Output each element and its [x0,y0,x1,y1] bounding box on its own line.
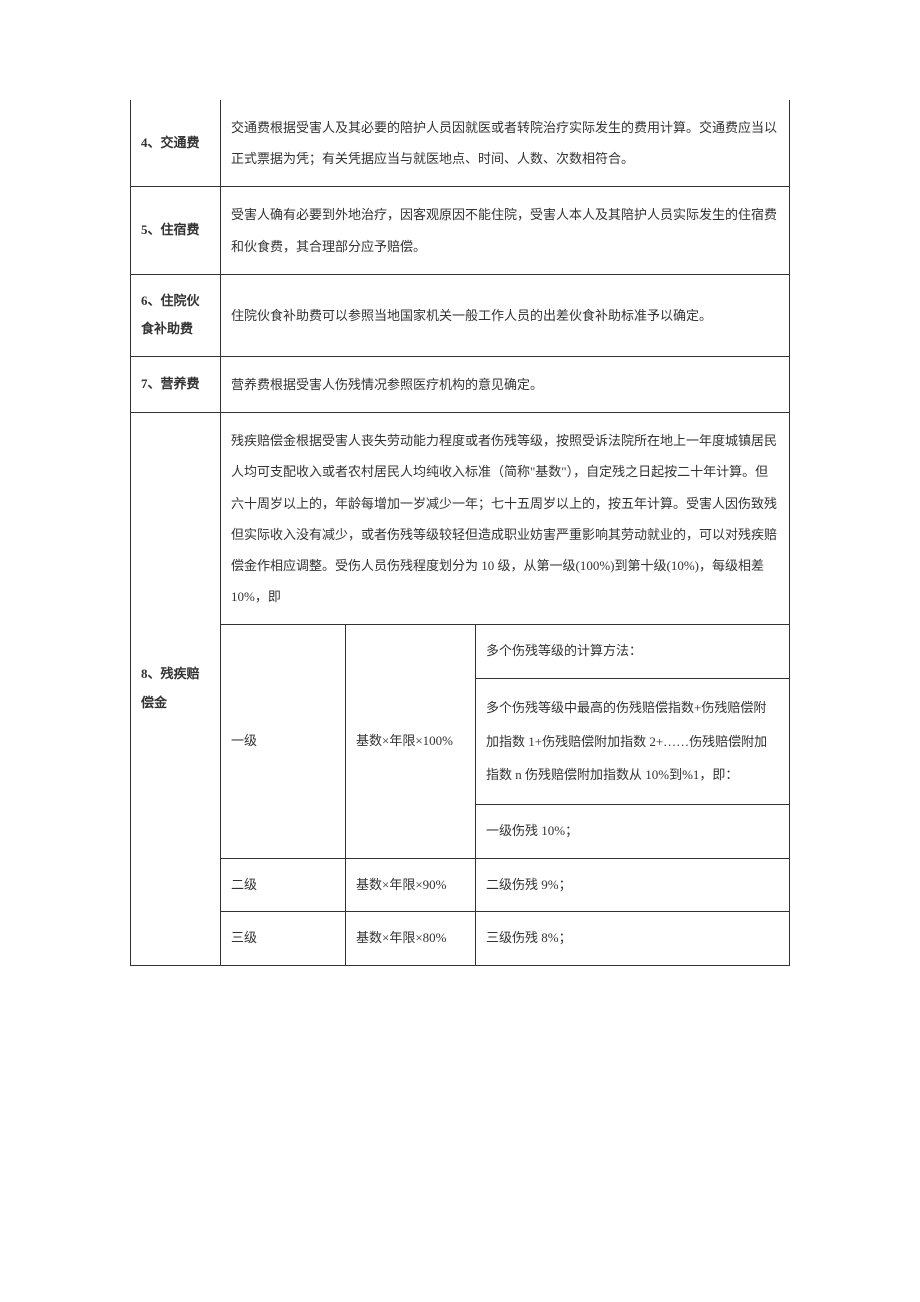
table-row: 8、残疾赔偿金 残疾赔偿金根据受害人丧失劳动能力程度或者伤残等级，按照受诉法院所… [131,413,790,625]
table-row: 三级 基数×年限×80% 三级伤残 8%； [131,912,790,966]
level-formula: 基数×年限×90% [346,858,476,912]
level-label: 一级 [221,625,346,859]
row-desc: 住院伙食补助费可以参照当地国家机关一般工作人员的出差伙食补助标准予以确定。 [221,274,790,356]
table-row: 二级 基数×年限×90% 二级伤残 9%； [131,858,790,912]
multi-method-header: 多个伤残等级的计算方法： [476,625,790,679]
table-row: 一级 基数×年限×100% 多个伤残等级的计算方法： [131,625,790,679]
level-formula: 基数×年限×80% [346,912,476,966]
table-row: 5、住宿费 受害人确有必要到外地治疗，因客观原因不能住院，受害人本人及其陪护人员… [131,187,790,274]
level-formula: 基数×年限×100% [346,625,476,859]
level-index: 二级伤残 9%； [476,858,790,912]
row-label: 7、营养费 [131,356,221,412]
row-desc: 受害人确有必要到外地治疗，因客观原因不能住院，受害人本人及其陪护人员实际发生的住… [221,187,790,274]
multi-method-body: 多个伤残等级中最高的伤残赔偿指数+伤残赔偿附加指数 1+伤残赔偿附加指数 2+…… [476,678,790,804]
row-label: 5、住宿费 [131,187,221,274]
row-desc: 交通费根据受害人及其必要的陪护人员因就医或者转院治疗实际发生的费用计算。交通费应… [221,100,790,187]
row-label: 6、住院伙食补助费 [131,274,221,356]
compensation-table: 4、交通费 交通费根据受害人及其必要的陪护人员因就医或者转院治疗实际发生的费用计… [130,100,790,966]
table-row: 6、住院伙食补助费 住院伙食补助费可以参照当地国家机关一般工作人员的出差伙食补助… [131,274,790,356]
level-label: 三级 [221,912,346,966]
table-row: 4、交通费 交通费根据受害人及其必要的陪护人员因就医或者转院治疗实际发生的费用计… [131,100,790,187]
level-index: 三级伤残 8%； [476,912,790,966]
row-desc: 残疾赔偿金根据受害人丧失劳动能力程度或者伤残等级，按照受诉法院所在地上一年度城镇… [221,413,790,625]
row-desc: 营养费根据受害人伤残情况参照医疗机构的意见确定。 [221,356,790,412]
level-label: 二级 [221,858,346,912]
row-label: 8、残疾赔偿金 [131,413,221,966]
level-index: 一级伤残 10%； [476,805,790,859]
table-row: 7、营养费 营养费根据受害人伤残情况参照医疗机构的意见确定。 [131,356,790,412]
row-label: 4、交通费 [131,100,221,187]
